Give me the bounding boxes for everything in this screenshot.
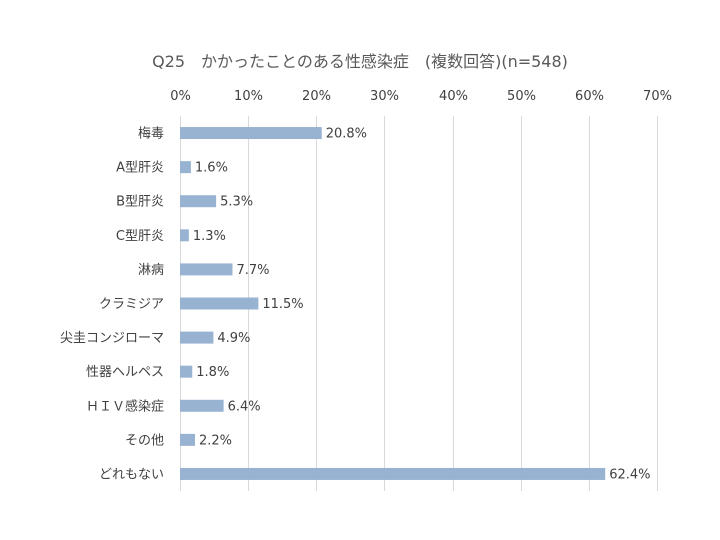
x-tick-label: 50% [507,89,536,104]
x-tick-label: 10% [234,89,263,104]
data-label: 4.9% [217,331,250,346]
data-labels: 20.8% 1.6% 5.3% 1.3% 7.7% 11.5% 4.9% 1.8% 6.4% 2.… [193,127,651,483]
bar [180,161,191,174]
bar [180,195,217,208]
x-tick-label: 40% [439,89,468,104]
x-tick-label: 60% [575,89,604,104]
data-label: 1.8% [196,365,229,380]
x-axis-ticks: 0% 10% 20% 30% 40% 50% 60% 70% [170,89,672,104]
data-label: 1.3% [193,229,226,244]
bar [180,127,322,140]
data-label: 1.6% [195,161,228,176]
category-label: B型肝炎 [116,195,164,210]
bar [180,331,214,344]
data-label: 62.4% [609,467,650,482]
bar [180,263,233,276]
category-label: 尖圭コンジローマ [60,331,164,346]
bars [180,127,606,480]
x-tick-label: 20% [302,89,331,104]
category-label: 梅毒 [138,127,164,142]
data-label: 6.4% [228,399,261,414]
bar [180,433,195,446]
bar [180,229,189,242]
bar [180,297,259,310]
bar [180,399,224,412]
category-label: クラミジア [99,297,164,312]
category-label: どれもない [99,467,164,482]
category-label: 淋病 [138,263,164,278]
chart-title: Q25 かかったことのある性感染症 (複数回答)(n=548) [152,52,568,71]
category-label: A型肝炎 [116,161,164,176]
data-label: 7.7% [236,263,269,278]
x-tick-label: 70% [643,89,672,104]
bar [180,365,193,378]
category-label: 性器ヘルペス [86,365,164,380]
bar [180,467,606,480]
data-label: 2.2% [199,433,232,448]
category-label: C型肝炎 [116,229,164,244]
data-label: 5.3% [220,195,253,210]
category-label: その他 [125,433,164,448]
x-tick-label: 30% [370,89,399,104]
x-tick-label: 0% [170,89,191,104]
category-label: ＨＩＶ感染症 [86,398,164,414]
data-label: 11.5% [262,297,303,312]
data-label: 20.8% [326,127,367,142]
